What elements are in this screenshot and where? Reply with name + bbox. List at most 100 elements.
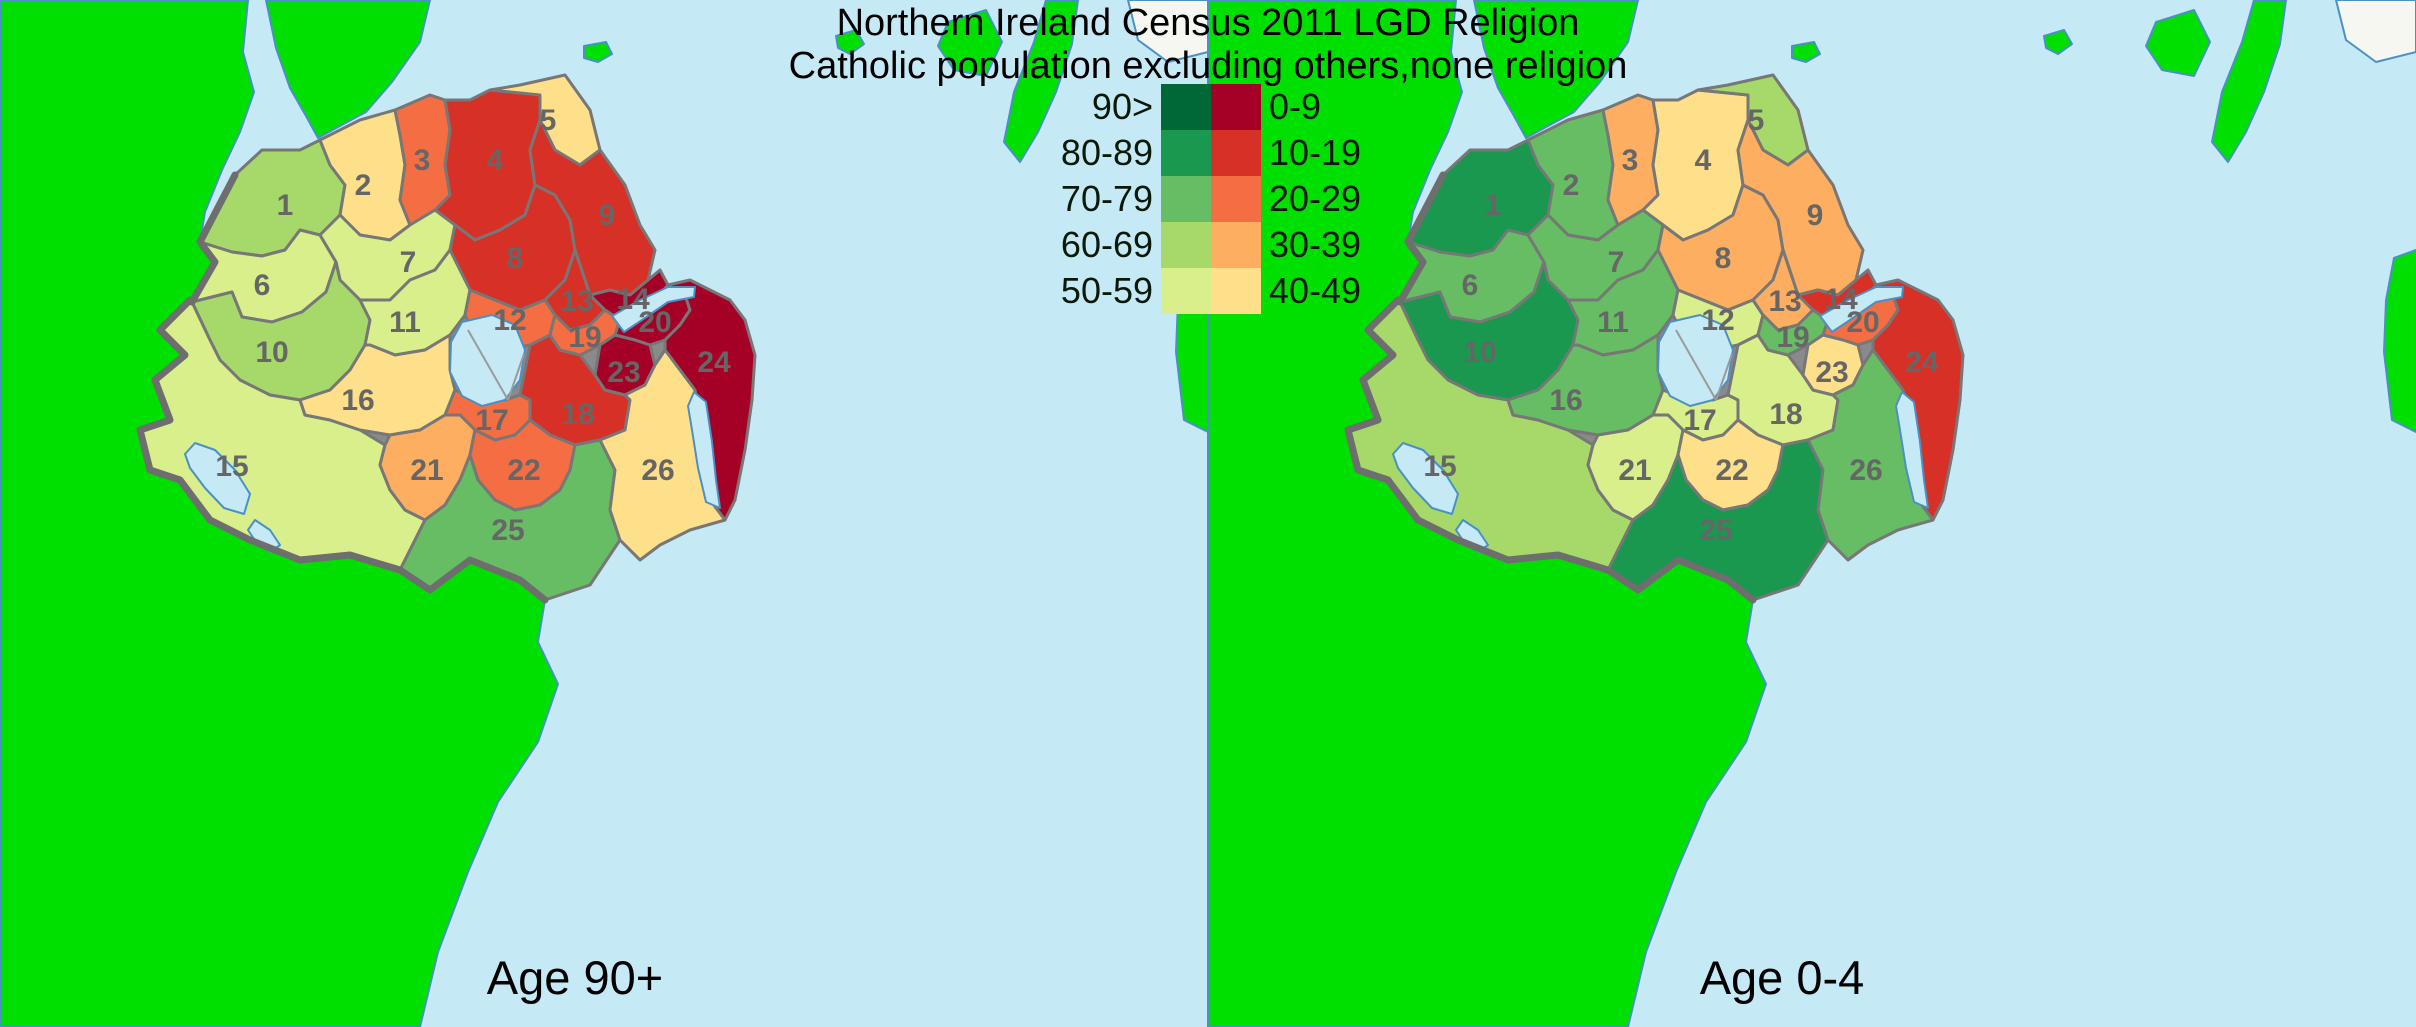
international-border xyxy=(1344,171,1757,604)
legend-green-label: 70-79 xyxy=(1060,178,1153,219)
lough-neagh xyxy=(1657,314,1734,407)
region-label-20: 20 xyxy=(638,306,671,339)
region-label-25: 25 xyxy=(1699,514,1732,547)
region-label-14: 14 xyxy=(616,283,650,316)
kintyre-peninsula xyxy=(2211,0,2287,163)
small-islet xyxy=(835,29,865,55)
region-label-18: 18 xyxy=(1769,398,1802,431)
region-label-10: 10 xyxy=(255,336,288,369)
region-label-13: 13 xyxy=(1768,285,1801,318)
region-label-8: 8 xyxy=(507,242,524,275)
region-label-26: 26 xyxy=(641,454,674,487)
region-label-3: 3 xyxy=(1622,144,1639,177)
region-label-12: 12 xyxy=(493,304,526,337)
region-label-24: 24 xyxy=(697,346,731,379)
region-label-23: 23 xyxy=(1815,356,1848,389)
legend-red-swatch xyxy=(1211,268,1261,314)
region-label-6: 6 xyxy=(254,269,271,302)
region-label-5: 5 xyxy=(1748,104,1765,137)
lower-lough-erne xyxy=(184,442,251,515)
legend-green-swatch xyxy=(1161,176,1211,222)
legend-green-swatch xyxy=(1161,84,1211,130)
region-label-4: 4 xyxy=(1695,144,1712,177)
map-title: Northern Ireland Census 2011 LGD Religio… xyxy=(0,2,2416,88)
age-group-label-right: Age 0-4 xyxy=(1699,951,1865,1004)
region-label-1: 1 xyxy=(277,189,294,222)
kintyre-peninsula xyxy=(1003,0,1079,163)
legend-row-0: 90> 0-9 xyxy=(1005,84,1361,130)
region-label-22: 22 xyxy=(507,454,540,487)
region-label-12: 12 xyxy=(1701,304,1734,337)
region-label-9: 9 xyxy=(1807,199,1824,232)
legend-red-swatch xyxy=(1211,222,1261,268)
legend-green-swatch xyxy=(1161,268,1211,314)
belfast-lough xyxy=(1819,286,1904,333)
belfast-lough xyxy=(611,286,696,333)
galloway-coast xyxy=(2383,249,2416,433)
legend-green-swatch xyxy=(1161,130,1211,176)
region-label-20: 20 xyxy=(1846,306,1879,339)
legend-green-label: 90> xyxy=(1091,86,1153,127)
region-label-21: 21 xyxy=(1618,454,1651,487)
region-label-21: 21 xyxy=(410,454,443,487)
scotland-island xyxy=(1127,0,1209,63)
lake-boundary-line xyxy=(507,353,525,401)
region-label-8: 8 xyxy=(1715,242,1732,275)
legend-green-label: 80-89 xyxy=(1060,132,1153,173)
legend-row-1: 80-89 10-19 xyxy=(1005,130,1361,176)
legend-red-swatch xyxy=(1211,176,1261,222)
region-label-25: 25 xyxy=(491,514,524,547)
inishowen-peninsula xyxy=(1473,0,1639,139)
region-label-3: 3 xyxy=(414,144,431,177)
lake-boundary-line xyxy=(1675,329,1717,401)
region-label-14: 14 xyxy=(1824,283,1858,316)
small-islet xyxy=(2043,29,2073,55)
legend-red-label: 0-9 xyxy=(1269,86,1322,127)
legend-green-label: 60-69 xyxy=(1060,224,1153,265)
legend-green-swatch xyxy=(1161,222,1211,268)
region-label-24: 24 xyxy=(1905,346,1939,379)
region-label-2: 2 xyxy=(1563,169,1580,202)
legend-red-label: 10-19 xyxy=(1269,132,1362,173)
scotland-island xyxy=(2335,0,2416,63)
international-border xyxy=(136,171,549,604)
map-title-line1: Northern Ireland Census 2011 LGD Religio… xyxy=(836,2,1580,44)
region-9 xyxy=(1736,118,1865,297)
map-title-line2: Catholic population excluding others,non… xyxy=(788,44,1628,87)
legend-red-label: 40-49 xyxy=(1269,270,1362,311)
upper-lough-erne xyxy=(1455,519,1489,553)
strangford-lough xyxy=(1895,391,1929,509)
inishowen-peninsula xyxy=(265,0,431,139)
region-label-23: 23 xyxy=(607,356,640,389)
region-label-19: 19 xyxy=(568,321,601,354)
region-label-13: 13 xyxy=(560,285,593,318)
region-label-11: 11 xyxy=(389,306,421,339)
region-label-26: 26 xyxy=(1849,454,1882,487)
strangford-lough xyxy=(687,391,721,509)
region-label-15: 15 xyxy=(1423,450,1456,483)
legend-red-label: 30-39 xyxy=(1269,224,1362,265)
region-label-6: 6 xyxy=(1462,269,1479,302)
region-label-16: 16 xyxy=(1549,384,1582,417)
region-label-18: 18 xyxy=(561,398,594,431)
islay-island xyxy=(2145,9,2211,77)
region-label-5: 5 xyxy=(540,104,557,137)
region-label-9: 9 xyxy=(599,199,616,232)
region-label-15: 15 xyxy=(215,450,248,483)
region-label-19: 19 xyxy=(1776,321,1809,354)
region-9 xyxy=(528,118,657,297)
region-label-22: 22 xyxy=(1715,454,1748,487)
region-label-7: 7 xyxy=(1608,246,1625,279)
region-label-17: 17 xyxy=(475,404,508,437)
islay-island xyxy=(937,9,1003,77)
region-label-11: 11 xyxy=(1597,306,1629,339)
legend-red-swatch xyxy=(1211,130,1261,176)
color-legend: 90> 0-9 80-89 10-19 70-79 20-29 60-69 30-39 50-5… xyxy=(1005,84,1361,314)
region-label-4: 4 xyxy=(487,144,504,177)
region-label-16: 16 xyxy=(341,384,374,417)
lake-boundary-line xyxy=(467,329,509,401)
